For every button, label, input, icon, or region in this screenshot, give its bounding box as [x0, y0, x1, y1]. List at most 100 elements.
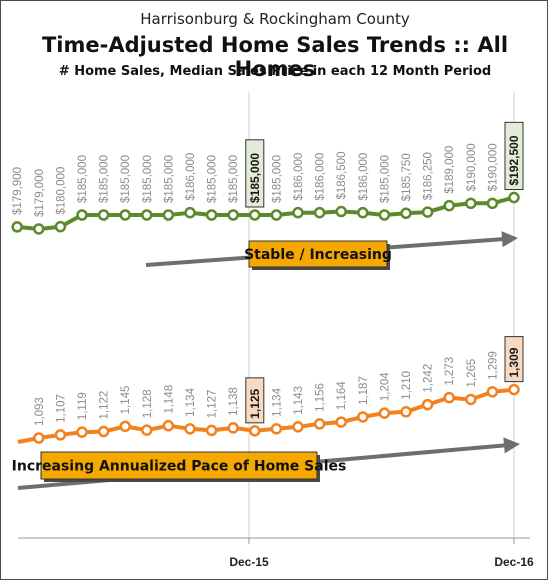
- data-label-group: 1,143: [293, 386, 305, 415]
- data-point: [357, 206, 369, 219]
- data-label: 1,134: [271, 387, 283, 416]
- data-label: 1,204: [379, 372, 391, 401]
- data-point: [508, 383, 520, 396]
- data-label: $185,750: [401, 153, 413, 201]
- data-label: $185,000: [120, 155, 132, 203]
- data-label: 1,273: [444, 357, 456, 386]
- data-label-group: $179,000: [34, 169, 46, 217]
- data-label-group: $185,750: [401, 153, 413, 201]
- data-point: [33, 432, 45, 444]
- data-label: $185,000: [207, 155, 219, 203]
- data-point: [508, 191, 520, 204]
- data-point: [249, 209, 261, 221]
- data-label: 1,134: [185, 387, 197, 416]
- data-point: [292, 421, 304, 433]
- data-point: [400, 406, 412, 418]
- data-label-group: 1,187: [358, 376, 370, 405]
- data-label: $186,000: [315, 153, 327, 201]
- data-point: [54, 429, 67, 441]
- data-point: [11, 221, 23, 233]
- data-label: $185,000: [228, 155, 240, 203]
- data-point: [443, 199, 455, 212]
- data-point: [313, 206, 326, 219]
- data-label-group: 1,107: [55, 394, 67, 423]
- data-point: [465, 197, 477, 210]
- data-label: 1,210: [401, 371, 413, 400]
- data-label: $179,900: [12, 167, 24, 215]
- data-label-group: $186,500: [336, 152, 348, 200]
- data-label: 1,127: [207, 390, 219, 419]
- data-point: [54, 220, 67, 233]
- data-label: $185,000: [142, 155, 154, 203]
- data-point: [205, 424, 218, 437]
- data-label-group: 1,273: [444, 357, 456, 386]
- data-label: 1,164: [336, 381, 348, 410]
- chart-title: Time-Adjusted Home Sales Trends :: All H…: [41, 33, 509, 81]
- data-point: [76, 426, 88, 438]
- data-point: [292, 206, 304, 219]
- data-label-group: $179,900: [12, 167, 24, 215]
- data-label: 1,309: [507, 347, 521, 377]
- data-label: $185,000: [99, 155, 111, 203]
- data-label-group: 1,148: [163, 385, 175, 414]
- data-point: [76, 209, 88, 221]
- data-label-box: [245, 139, 265, 208]
- data-point: [400, 207, 412, 220]
- data-label-group: $192,500: [504, 121, 524, 191]
- data-point: [335, 205, 347, 218]
- data-point: [378, 209, 391, 221]
- data-label-group: $185,000: [142, 155, 154, 203]
- data-point: [270, 209, 283, 221]
- data-label-group: 1,210: [401, 371, 413, 400]
- x-axis: Dec-15 Dec-16: [18, 537, 534, 569]
- data-label: $185,000: [77, 155, 89, 203]
- data-label-group: 1,242: [423, 364, 435, 393]
- data-point: [141, 209, 153, 221]
- data-label-group: 1,122: [99, 391, 111, 420]
- price-series: $179,900 $179,000 $180,000 $185,000 $185,000…: [11, 121, 524, 235]
- data-label-group: $185,000: [271, 155, 283, 203]
- data-label-group: 1,093: [34, 397, 46, 426]
- data-label-box: [504, 336, 524, 383]
- data-label-group: $185,000: [163, 155, 175, 203]
- annotation-sales-pace-box: [40, 451, 318, 480]
- data-point: [313, 418, 326, 430]
- data-label-group: $186,000: [315, 153, 327, 201]
- data-label: $192,500: [507, 135, 521, 185]
- data-label-group: $186,250: [423, 152, 435, 200]
- data-label: 1,148: [163, 385, 175, 414]
- data-label: 1,242: [423, 364, 435, 393]
- data-label: 1,145: [120, 386, 132, 415]
- data-label: 1,156: [315, 383, 327, 412]
- data-label-group: 1,119: [77, 392, 89, 420]
- data-label: 1,093: [34, 397, 46, 426]
- data-label-group: $180,000: [55, 167, 67, 215]
- data-point: [486, 197, 499, 210]
- data-label-group: 1,204: [379, 372, 391, 401]
- data-label: 1,125: [248, 388, 262, 418]
- data-label: $185,000: [379, 155, 391, 203]
- data-point: [119, 209, 131, 221]
- data-label: $186,000: [293, 153, 305, 201]
- data-label: $186,000: [185, 153, 197, 201]
- data-label: 1,122: [99, 391, 111, 420]
- data-label-group: 1,164: [336, 381, 348, 410]
- x-tick-label: Dec-16: [494, 555, 534, 569]
- data-label-group: $189,000: [444, 146, 456, 194]
- data-label: $180,000: [55, 167, 67, 215]
- data-label: $186,500: [336, 152, 348, 200]
- data-label: 1,187: [358, 376, 370, 405]
- data-label-group: $185,000: [77, 155, 89, 203]
- data-label-group: $185,000: [207, 155, 219, 203]
- data-label-group: 1,145: [120, 386, 132, 415]
- data-label-group: 1,128: [142, 389, 154, 418]
- data-point: [465, 393, 477, 406]
- data-label: 1,138: [228, 387, 240, 416]
- data-label-group: $186,000: [293, 153, 305, 201]
- data-label-group: $185,000: [379, 155, 391, 203]
- data-label-group: 1,299: [487, 351, 499, 380]
- data-point: [270, 423, 283, 435]
- data-label-box: [245, 377, 265, 424]
- data-label-group: $185,000: [99, 155, 111, 203]
